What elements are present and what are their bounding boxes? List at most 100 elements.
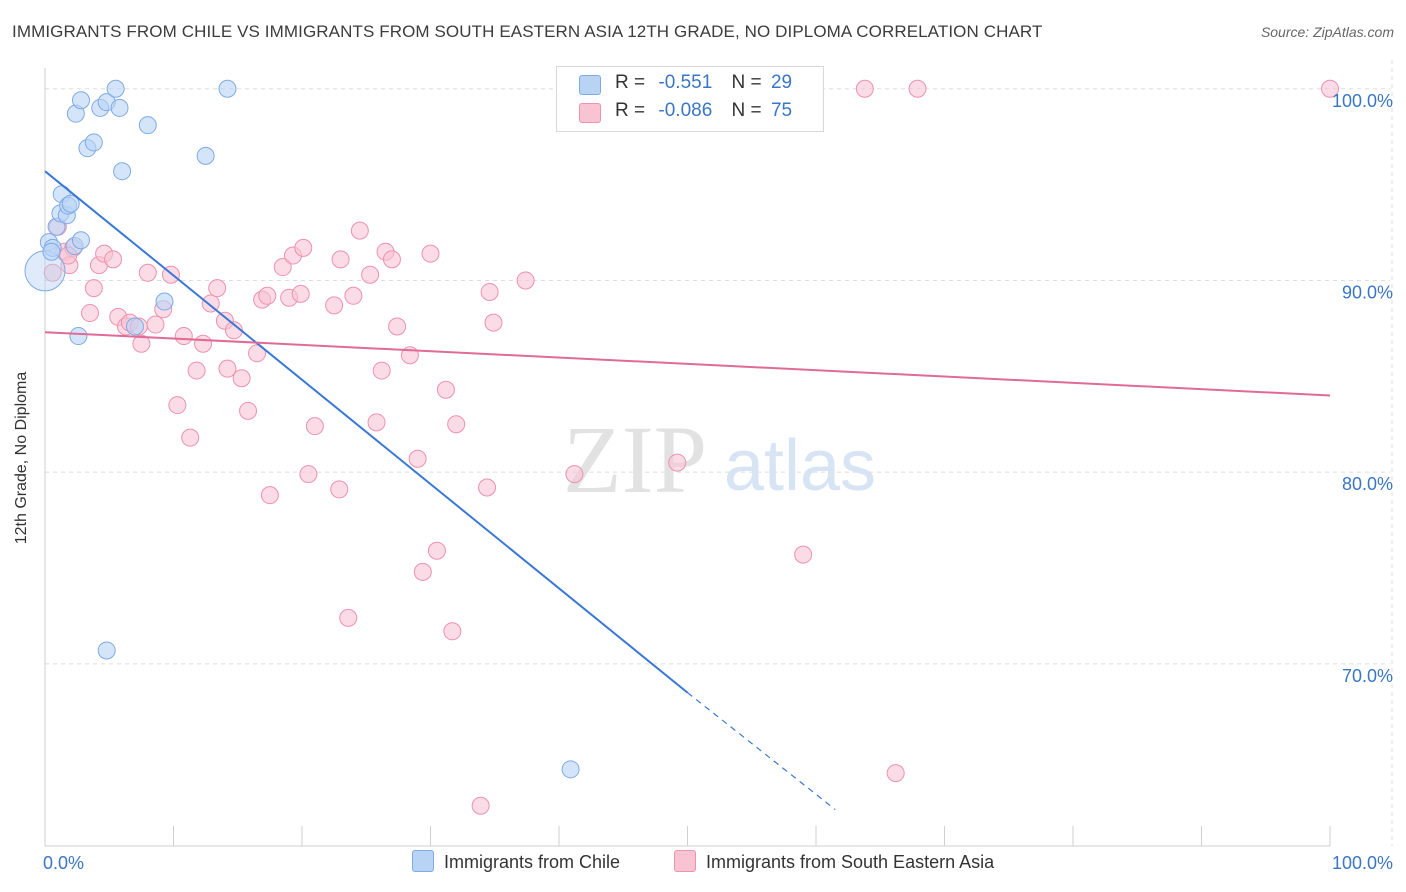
asia-point-34 [273,258,292,277]
asia-point-42 [330,480,349,499]
asia-point-22 [194,334,213,353]
chile-point-18 [110,98,129,117]
asia-point-32 [258,286,277,305]
chile-point-25 [155,292,174,311]
trend-line-chile [44,170,689,694]
asia-point-19 [174,327,193,346]
asia-point-58 [436,380,455,399]
asia-point-66 [565,465,584,484]
bottom-legend-asia: Immigrants from South Eastern Asia [674,850,994,873]
asia-point-13 [132,334,151,353]
x-tick-label-min: 0.0% [43,853,84,873]
chile-point-10 [71,231,90,250]
legend-swatch-asia [579,103,601,123]
asia-point-26 [218,359,237,378]
asia-point-57 [427,541,446,560]
bottom-legend-swatch-chile [412,850,434,872]
asia-point-47 [361,265,380,284]
asia-point-38 [294,238,313,257]
asia-point-49 [372,361,391,380]
asia-point-54 [408,449,427,468]
asia-point-68 [794,545,813,564]
asia-point-9 [104,250,123,269]
asia-point-0 [43,263,62,282]
chile-point-23 [69,327,88,346]
asia-point-29 [239,401,258,420]
asia-point-45 [344,286,363,305]
asia-point-60 [447,415,466,434]
tick-labels: 70.0% 80.0% 90.0% 100.0% 0.0% 100.0% [43,91,1393,873]
asia-point-63 [480,282,499,301]
source-credit: Source: ZipAtlas.com [1260,24,1394,40]
chile-point-21 [196,146,215,165]
legend-r-label: R = [615,72,646,93]
legend-n-value-chile: 29 [770,72,793,93]
asia-point-55 [413,562,432,581]
chile-point-28 [42,242,61,261]
asia-point-15 [146,315,165,334]
axes [44,68,1331,847]
asia-point-18 [168,396,187,415]
bottom-legend-swatch-asia [674,850,696,872]
legend-n-label: N = [731,100,762,121]
asia-point-20 [181,428,200,447]
chile-point-19 [113,162,132,181]
asia-point-59 [443,622,462,641]
trend-lines [44,170,1331,811]
asia-point-52 [388,317,407,336]
chile-point-26 [97,641,116,660]
asia-point-41 [325,296,344,315]
bottom-legend-chile: Immigrants from Chile [412,850,620,873]
y-tick-label-80: 80.0% [1342,474,1393,494]
asia-point-21 [187,361,206,380]
asia-point-33 [260,486,279,505]
y-tick-label-100: 100.0% [1332,91,1393,111]
legend-r-value-asia: -0.086 [658,100,713,121]
asia-point-6 [84,279,103,298]
asia-point-56 [421,244,440,263]
chile-point-17 [106,79,125,98]
asia-point-14 [138,263,157,282]
y-tick-label-90: 90.0% [1342,282,1393,302]
bottom-legend-label-asia: Immigrants from South Eastern Asia [706,852,995,872]
chile-point-12 [71,91,90,110]
y-tick-label-70: 70.0% [1342,666,1393,686]
asia-point-71 [908,79,927,98]
asia-point-51 [382,250,401,269]
asia-point-62 [478,478,497,497]
watermark: ZIP atlas [563,406,876,513]
chile-point-8 [61,194,80,213]
correlation-legend: R = -0.551 N = 29 R = -0.086 N = 75 [556,66,824,132]
x-tick-label-max: 100.0% [1332,853,1393,873]
asia-point-67 [668,453,687,472]
asia-point-43 [331,250,350,269]
series-chile-points [24,79,580,779]
legend-r-value-chile: -0.551 [658,72,713,93]
asia-point-39 [299,465,318,484]
legend-r-label: R = [615,100,646,121]
legend-n-label: N = [731,72,762,93]
asia-point-72 [1321,79,1339,98]
asia-point-44 [339,608,358,627]
asia-point-28 [232,369,251,388]
trend-line-asia [44,331,1331,397]
asia-point-24 [208,279,227,298]
trend-line-chile-extrapolated [687,692,836,811]
chile-point-22 [218,79,237,98]
watermark-atlas: atlas [724,426,876,506]
asia-point-69 [855,79,874,98]
legend-n-value-asia: 75 [770,100,793,121]
asia-point-48 [367,413,386,432]
gridlines [45,60,1393,846]
chile-point-20 [138,116,157,135]
asia-point-70 [886,764,905,783]
asia-point-61 [471,796,490,815]
bottom-legend-label-chile: Immigrants from Chile [444,852,621,872]
asia-point-64 [484,313,503,332]
asia-point-37 [291,284,310,303]
asia-point-40 [305,417,324,436]
asia-point-65 [516,271,535,290]
legend-swatch-chile [579,75,601,95]
chile-point-14 [84,133,103,152]
